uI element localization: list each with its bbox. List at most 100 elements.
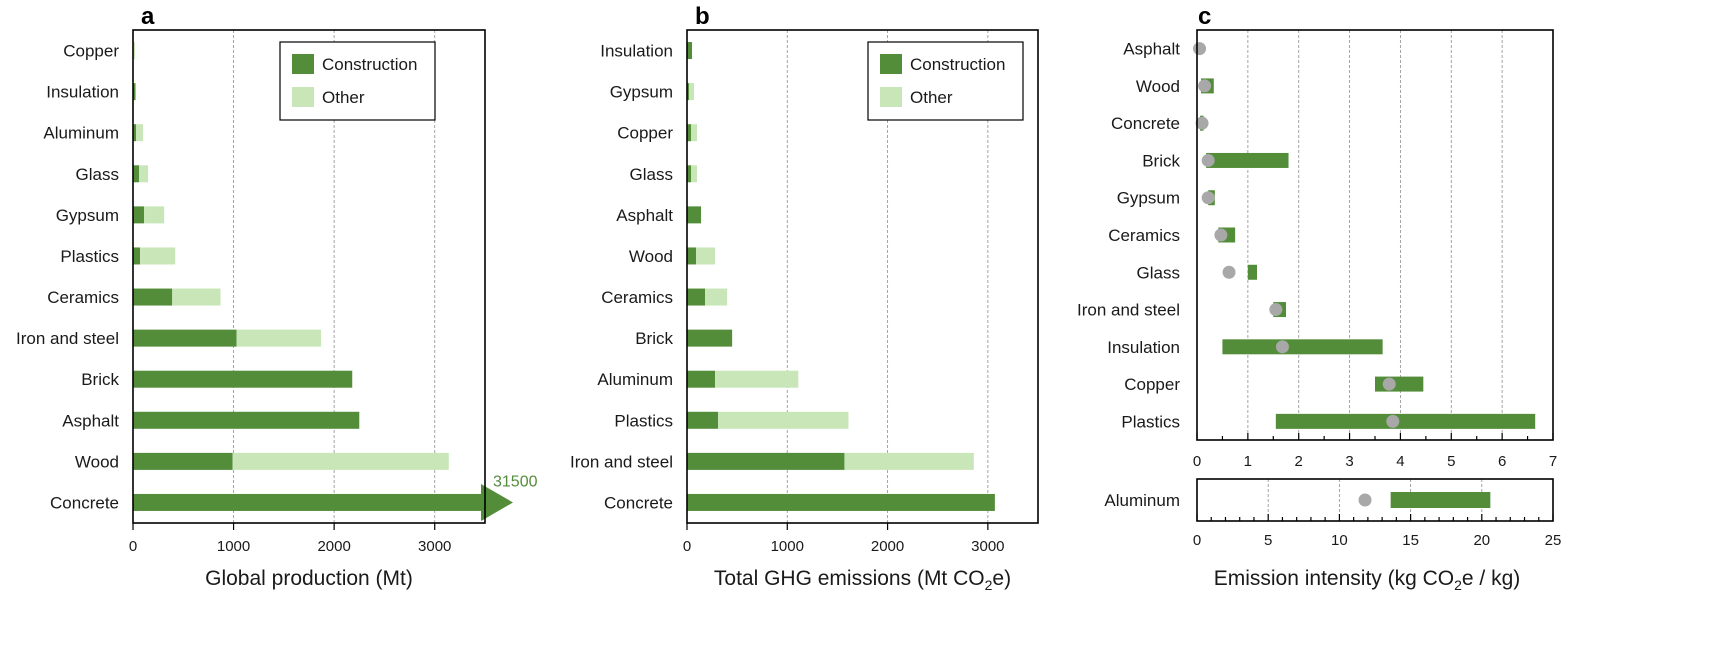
point-aluminum bbox=[1358, 493, 1372, 507]
x-tick-label: 1000 bbox=[771, 538, 804, 555]
category-label-copper: Copper bbox=[1124, 375, 1180, 394]
bar-construction-concrete bbox=[687, 493, 995, 511]
bar-construction-gypsum bbox=[687, 83, 690, 101]
bar-construction-iron-and-steel bbox=[687, 452, 845, 470]
bar-other-ceramics bbox=[705, 288, 728, 306]
point-glass bbox=[1222, 265, 1236, 279]
plot-frame bbox=[686, 29, 1039, 524]
category-label-brick: Brick bbox=[1142, 151, 1180, 170]
category-label-plastics: Plastics bbox=[60, 247, 119, 266]
bar-other-copper bbox=[133, 42, 136, 60]
bar-construction-brick bbox=[687, 329, 733, 347]
category-label-asphalt: Asphalt bbox=[1123, 40, 1180, 59]
bar-other-glass bbox=[139, 165, 149, 183]
x-tick-label: 2 bbox=[1295, 453, 1303, 470]
panel-b: Insulation Gypsum Copper Glass Asphalt Wood Ce… bbox=[570, 3, 1039, 593]
bar-construction-ceramics bbox=[133, 288, 173, 306]
range-bar-aluminum bbox=[1390, 492, 1491, 508]
panel-a: Copper Insulation Aluminum Glass Gypsum Plast… bbox=[16, 3, 538, 590]
legend-label-other: Other bbox=[910, 88, 953, 107]
category-label-ceramics: Ceramics bbox=[601, 288, 673, 307]
category-label-gypsum: Gypsum bbox=[610, 83, 673, 102]
bar-construction-insulation bbox=[133, 83, 136, 101]
category-label-ceramics: Ceramics bbox=[47, 288, 119, 307]
bar-other-wood bbox=[232, 452, 449, 470]
bar-construction-wood bbox=[687, 247, 697, 265]
bar-other-plastics bbox=[718, 411, 849, 429]
point-insulation bbox=[1275, 340, 1289, 354]
panel-label: b bbox=[695, 3, 710, 30]
bar-construction-concrete bbox=[133, 493, 483, 511]
category-label-ceramics: Ceramics bbox=[1108, 226, 1180, 245]
x-tick-label: 5 bbox=[1447, 453, 1455, 470]
category-label-iron-and-steel: Iron and steel bbox=[16, 329, 119, 348]
bar-other-copper bbox=[691, 124, 698, 142]
range-bar-glass bbox=[1247, 264, 1258, 280]
bar-other-plastics bbox=[140, 247, 176, 265]
bar-other-gypsum bbox=[689, 83, 695, 101]
category-label-insulation: Insulation bbox=[1107, 338, 1180, 357]
x-axis-label: Emission intensity (kg CO2e / kg) bbox=[1214, 567, 1521, 593]
x-tick-label: 1 bbox=[1244, 453, 1252, 470]
category-label-copper: Copper bbox=[617, 124, 673, 143]
bar-construction-gypsum bbox=[133, 206, 145, 224]
bar-construction-wood bbox=[133, 452, 233, 470]
category-label-wood: Wood bbox=[629, 247, 673, 266]
panel-c: Asphalt Wood Concrete Brick Gypsum Ceramics Gl… bbox=[1077, 3, 1561, 593]
range-bar-copper bbox=[1375, 376, 1424, 392]
category-label-insulation: Insulation bbox=[600, 42, 673, 61]
bar-construction-plastics bbox=[133, 247, 141, 265]
panel-label: a bbox=[141, 3, 155, 30]
inset-aluminum: Aluminum 0 5 10 15 20 25 bbox=[1104, 478, 1562, 549]
bar-other-wood bbox=[696, 247, 716, 265]
point-concrete bbox=[1195, 116, 1209, 130]
bar-construction-aluminum bbox=[687, 370, 716, 388]
category-label-concrete: Concrete bbox=[1111, 114, 1180, 133]
x-tick-label: 0 bbox=[1193, 532, 1201, 549]
x-tick-label: 3000 bbox=[418, 538, 451, 555]
range-bar-brick bbox=[1206, 152, 1289, 168]
point-gypsum bbox=[1201, 191, 1215, 205]
x-tick-label: 25 bbox=[1545, 532, 1562, 549]
bar-construction-glass bbox=[687, 165, 692, 183]
bar-construction-copper bbox=[687, 124, 692, 142]
bar-construction-aluminum bbox=[133, 124, 137, 142]
point-iron-and-steel bbox=[1269, 303, 1283, 317]
category-label-wood: Wood bbox=[1136, 77, 1180, 96]
x-tick-label: 0 bbox=[129, 538, 137, 555]
bar-other-glass bbox=[691, 165, 698, 183]
bar-other-ceramics bbox=[172, 288, 221, 306]
x-tick-label: 7 bbox=[1549, 453, 1557, 470]
bar-other-gypsum bbox=[144, 206, 165, 224]
category-label-plastics: Plastics bbox=[614, 411, 673, 430]
legend-label-other: Other bbox=[322, 88, 365, 107]
x-tick-label: 5 bbox=[1264, 532, 1272, 549]
bar-other-aluminum bbox=[715, 370, 799, 388]
category-label-aluminum: Aluminum bbox=[597, 370, 673, 389]
point-ceramics bbox=[1214, 228, 1228, 242]
point-wood bbox=[1198, 79, 1212, 93]
category-label-gypsum: Gypsum bbox=[1117, 189, 1180, 208]
legend-swatch-construction bbox=[292, 54, 314, 74]
x-tick-label: 1000 bbox=[217, 538, 250, 555]
x-tick-label: 2000 bbox=[317, 538, 350, 555]
x-tick-label: 3000 bbox=[971, 538, 1004, 555]
category-label-copper: Copper bbox=[63, 42, 119, 61]
x-axis-label: Global production (Mt) bbox=[205, 567, 413, 590]
bar-construction-asphalt bbox=[687, 206, 702, 224]
bar-construction-ceramics bbox=[687, 288, 706, 306]
x-tick-label: 0 bbox=[683, 538, 691, 555]
legend-box bbox=[867, 41, 1024, 121]
category-label-insulation: Insulation bbox=[46, 83, 119, 102]
bar-construction-iron-and-steel bbox=[133, 329, 237, 347]
category-label-gypsum: Gypsum bbox=[56, 206, 119, 225]
point-brick bbox=[1201, 153, 1215, 167]
category-label-aluminum: Aluminum bbox=[43, 124, 119, 143]
category-label-concrete: Concrete bbox=[50, 493, 119, 512]
bar-other-iron-and-steel bbox=[236, 329, 322, 347]
panel-label: c bbox=[1198, 3, 1211, 30]
x-tick-label: 0 bbox=[1193, 453, 1201, 470]
overflow-value-label: 31500 bbox=[493, 473, 538, 490]
x-tick-label: 3 bbox=[1345, 453, 1353, 470]
